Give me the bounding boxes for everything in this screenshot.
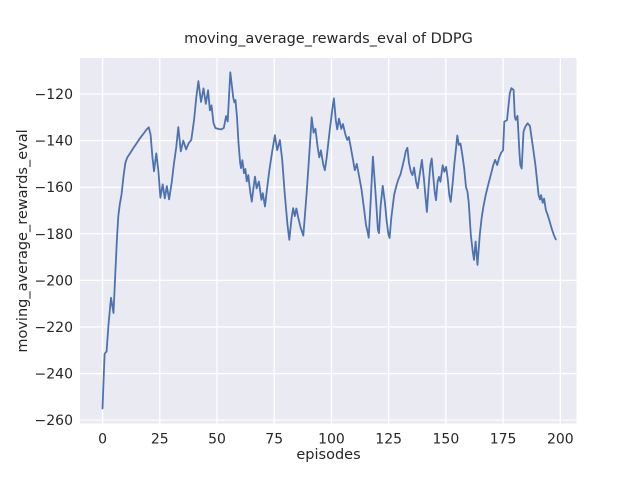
x-tick-label: 100 [318, 432, 345, 448]
y-tick-label: −260 [35, 413, 73, 429]
y-axis-label: moving_average_rewards_eval [15, 129, 31, 353]
x-tick-label: 0 [98, 432, 107, 448]
x-tick-label: 125 [375, 432, 402, 448]
reward-line [101, 71, 557, 410]
y-tick-label: −200 [35, 273, 73, 289]
x-axis-label: episodes [296, 447, 361, 463]
x-tick-label: 75 [265, 432, 283, 448]
y-tick-label: −140 [35, 134, 73, 150]
y-tick-label: −120 [35, 87, 73, 103]
x-tick-label: 50 [208, 432, 226, 448]
y-tick-label: −240 [35, 367, 73, 383]
x-tick-label: 150 [433, 432, 460, 448]
y-tick-label: −220 [35, 320, 73, 336]
chart-title: moving_average_rewards_eval of DDPG [184, 31, 473, 47]
x-tick-label: 175 [490, 432, 517, 448]
y-tick-label: −160 [35, 180, 73, 196]
plot-background [80, 58, 577, 424]
x-tick-label: 25 [151, 432, 169, 448]
x-tick-label: 200 [547, 432, 574, 448]
y-tick-label: −180 [35, 227, 73, 243]
